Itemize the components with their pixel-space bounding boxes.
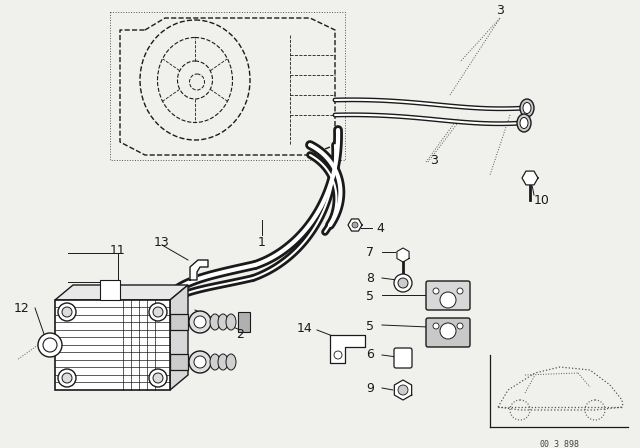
- Circle shape: [457, 288, 463, 294]
- Text: 1: 1: [258, 236, 266, 249]
- Text: 13: 13: [154, 236, 170, 249]
- Circle shape: [433, 323, 439, 329]
- Ellipse shape: [523, 103, 531, 113]
- Text: 8: 8: [366, 271, 374, 284]
- Polygon shape: [522, 171, 538, 185]
- Ellipse shape: [189, 311, 211, 333]
- FancyBboxPatch shape: [394, 348, 412, 368]
- Circle shape: [457, 323, 463, 329]
- Ellipse shape: [218, 314, 228, 330]
- Bar: [238, 312, 250, 332]
- Circle shape: [38, 333, 62, 357]
- Ellipse shape: [520, 99, 534, 117]
- Polygon shape: [170, 285, 188, 390]
- Ellipse shape: [517, 114, 531, 132]
- Circle shape: [440, 292, 456, 308]
- Circle shape: [58, 303, 76, 321]
- Circle shape: [398, 385, 408, 395]
- Text: 3: 3: [430, 154, 438, 167]
- Polygon shape: [330, 335, 365, 363]
- Text: 14: 14: [297, 322, 313, 335]
- Polygon shape: [348, 219, 362, 231]
- Text: 5: 5: [366, 320, 374, 333]
- FancyBboxPatch shape: [426, 318, 470, 347]
- Text: 6: 6: [366, 349, 374, 362]
- Bar: [170, 314, 188, 330]
- Text: 4: 4: [376, 221, 384, 234]
- Text: 00_3_898: 00_3_898: [539, 439, 579, 448]
- Bar: [100, 280, 120, 300]
- Polygon shape: [394, 380, 412, 400]
- Text: 3: 3: [496, 4, 504, 17]
- Ellipse shape: [189, 351, 211, 373]
- Circle shape: [62, 307, 72, 317]
- Text: 12: 12: [14, 302, 30, 314]
- Circle shape: [398, 278, 408, 288]
- Ellipse shape: [218, 354, 228, 370]
- Ellipse shape: [226, 314, 236, 330]
- Text: 7: 7: [366, 246, 374, 258]
- Circle shape: [149, 303, 167, 321]
- Ellipse shape: [210, 314, 220, 330]
- Polygon shape: [190, 260, 208, 280]
- Text: 11: 11: [110, 244, 126, 257]
- Ellipse shape: [210, 354, 220, 370]
- Text: 5: 5: [366, 290, 374, 303]
- Polygon shape: [55, 285, 188, 300]
- Circle shape: [153, 307, 163, 317]
- Circle shape: [149, 369, 167, 387]
- Text: 2: 2: [236, 328, 244, 341]
- Circle shape: [394, 274, 412, 292]
- Circle shape: [433, 288, 439, 294]
- Circle shape: [58, 369, 76, 387]
- Circle shape: [153, 373, 163, 383]
- Ellipse shape: [194, 356, 206, 368]
- Circle shape: [62, 373, 72, 383]
- Polygon shape: [397, 248, 409, 262]
- Bar: [55, 300, 170, 390]
- Circle shape: [352, 222, 358, 228]
- Bar: [110, 12, 345, 160]
- FancyBboxPatch shape: [426, 281, 470, 310]
- Circle shape: [440, 323, 456, 339]
- Text: 10: 10: [534, 194, 550, 207]
- Ellipse shape: [226, 354, 236, 370]
- Text: 9: 9: [366, 382, 374, 395]
- Bar: [170, 354, 188, 370]
- Ellipse shape: [194, 316, 206, 328]
- Ellipse shape: [520, 117, 528, 129]
